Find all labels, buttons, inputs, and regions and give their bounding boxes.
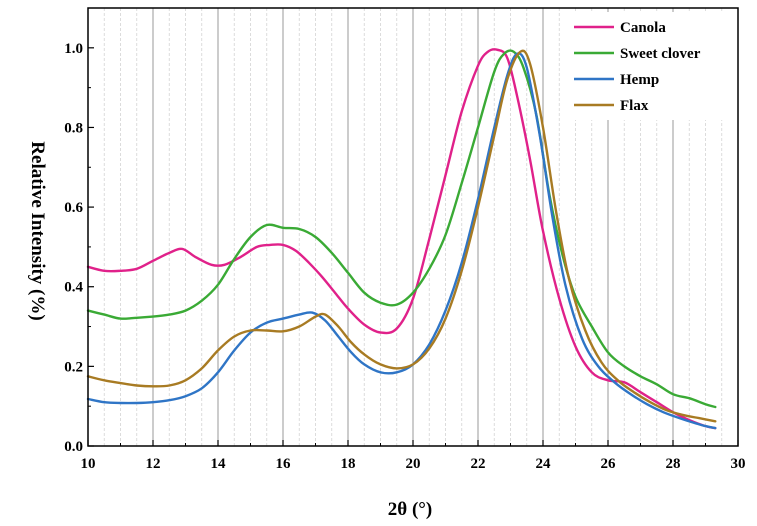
y-tick-label: 0.6 xyxy=(64,200,83,216)
axis-ticks: 10 12 14 16 18 20 22 24 26 28 30 0.0 0.2 0.4 0.6 0.8 1.0 xyxy=(64,7,746,472)
x-tick-label: 12 xyxy=(146,456,161,472)
x-axis-title: 2θ (°) xyxy=(388,499,432,520)
y-tick-label: 0.4 xyxy=(64,280,83,296)
y-tick-label: 1.0 xyxy=(64,41,83,57)
x-tick-label: 14 xyxy=(211,456,227,472)
x-tick-label: 30 xyxy=(731,456,746,472)
legend-label-sweet-clover: Sweet clover xyxy=(620,46,701,62)
y-tick-label: 0.8 xyxy=(64,120,83,136)
y-tick-label: 0.0 xyxy=(64,439,83,455)
x-tick-label: 24 xyxy=(536,456,552,472)
x-tick-label: 28 xyxy=(666,456,681,472)
y-tick-label: 0.2 xyxy=(64,359,83,375)
series-line-flax xyxy=(86,49,717,423)
series-line-canola xyxy=(86,48,717,430)
legend-label-hemp: Hemp xyxy=(620,72,659,88)
x-tick-label: 26 xyxy=(601,456,617,472)
series-lines xyxy=(86,48,717,430)
legend-label-canola: Canola xyxy=(620,20,666,36)
legend-label-flax: Flax xyxy=(620,98,649,114)
x-tick-label: 22 xyxy=(471,456,486,472)
x-tick-label: 10 xyxy=(81,456,96,472)
x-tick-label: 16 xyxy=(276,456,292,472)
series-line-sweet-clover xyxy=(86,49,717,409)
x-tick-label: 20 xyxy=(406,456,421,472)
legend-background xyxy=(568,12,734,120)
y-axis-title: Relative Intensity (%) xyxy=(27,141,48,320)
x-tick-label: 18 xyxy=(341,456,356,472)
legend: Canola Sweet clover Hemp Flax xyxy=(568,12,734,120)
